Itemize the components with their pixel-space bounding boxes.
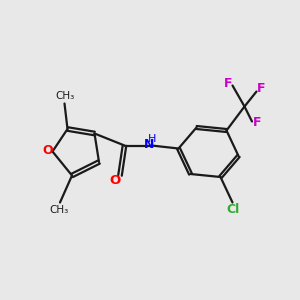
Text: O: O <box>110 174 121 188</box>
Text: N: N <box>144 138 154 152</box>
Text: O: O <box>42 144 53 158</box>
Text: F: F <box>224 76 232 90</box>
Text: F: F <box>257 82 265 95</box>
Text: Cl: Cl <box>227 202 240 216</box>
Text: F: F <box>253 116 262 129</box>
Text: H: H <box>148 134 157 144</box>
Text: CH₃: CH₃ <box>49 205 68 215</box>
Text: CH₃: CH₃ <box>55 91 74 101</box>
